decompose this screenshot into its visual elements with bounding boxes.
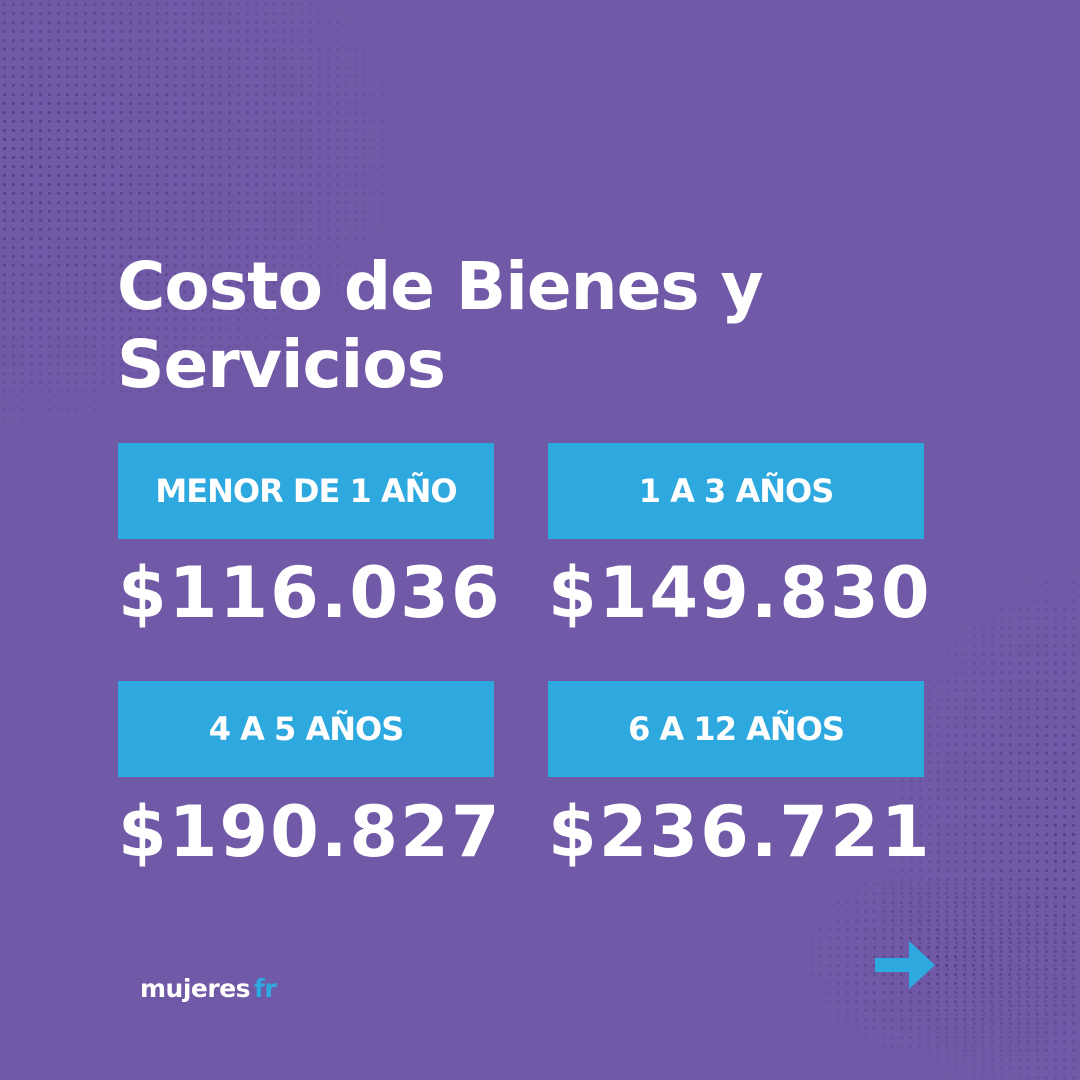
title-line-2: Servicios bbox=[117, 326, 446, 403]
age-label-4-to-5: 4 A 5 AÑOS bbox=[118, 681, 494, 777]
price-6-to-12: $236.721 bbox=[548, 791, 932, 873]
arrow-right-icon[interactable] bbox=[873, 935, 937, 995]
age-label-1-to-3: 1 A 3 AÑOS bbox=[548, 443, 924, 539]
arrow-right-icon-graphic bbox=[875, 941, 935, 989]
logo-text-mujeres: mujeres bbox=[140, 974, 251, 1003]
age-label-under-1: MENOR DE 1 AÑO bbox=[118, 443, 494, 539]
price-1-to-3: $149.830 bbox=[548, 552, 932, 634]
page-title: Costo de Bienes y Servicios bbox=[117, 248, 764, 404]
brand-logo: mujeres fr bbox=[140, 974, 277, 1003]
price-4-to-5: $190.827 bbox=[118, 791, 502, 873]
logo-text-fr: fr bbox=[254, 974, 277, 1003]
age-label-6-to-12: 6 A 12 AÑOS bbox=[548, 681, 924, 777]
title-line-1: Costo de Bienes y bbox=[117, 248, 764, 325]
price-under-1: $116.036 bbox=[118, 552, 502, 634]
